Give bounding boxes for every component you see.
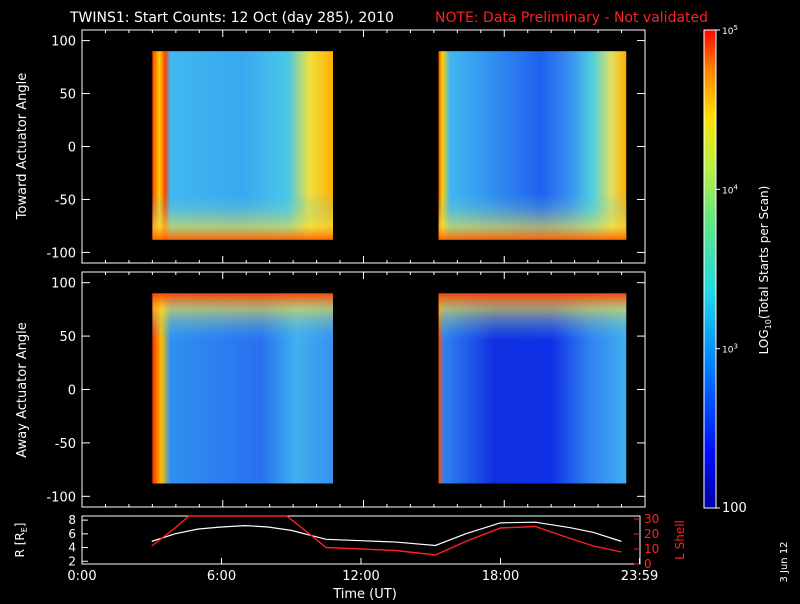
y-tick-label: -50 [55, 437, 76, 452]
orbit-right-tick-label: 10 [644, 542, 659, 556]
x-tick-label: 6:00 [207, 569, 236, 584]
lshell-series-line [151, 515, 622, 556]
orbit-left-tick-label: 6 [68, 527, 76, 541]
chart-title: TWINS1: Start Counts: 12 Oct (day 285), … [69, 10, 394, 26]
away-y-label: Away Actuator Angle [15, 322, 30, 457]
orbit-right-label: L Shell [673, 520, 687, 560]
orbit-left-label-sub: E [20, 527, 29, 532]
colorbar-tick-label: 105 [722, 24, 738, 37]
away-y-ticks: 100 50 0 -50 -100 [46, 272, 646, 507]
x-axis-label: Time (UT) [332, 587, 397, 600]
x-tick-label: 0:00 [67, 569, 96, 584]
y-tick-label: 100 [51, 35, 76, 50]
preliminary-note: NOTE: Data Preliminary - Not validated [435, 10, 708, 26]
y-tick-label: 50 [59, 330, 76, 345]
toward-y-ticks: 100 50 0 -50 -100 [46, 30, 646, 263]
colorbar-label-sub: 10 [764, 319, 773, 329]
orbit-x-ticks: 0:00 6:00 12:00 18:00 23:59 [67, 558, 658, 584]
colorbar-label: LOG10(Total Starts per Scan) [757, 186, 773, 355]
away-block-1-edge [152, 293, 334, 341]
orbit-left-tick-label: 8 [68, 513, 76, 527]
colorbar-tick-label: 103 [722, 343, 738, 356]
toward-block-1-edge [152, 192, 334, 240]
y-tick-label: -100 [46, 490, 76, 505]
orbit-panel-frame [81, 515, 641, 565]
radius-series-line [151, 521, 622, 547]
orbit-right-tick-label: 30 [644, 512, 659, 526]
y-tick-label: 50 [59, 88, 76, 103]
colorbar-tick-label: 100 [722, 501, 747, 516]
toward-block-2-edge [438, 192, 627, 240]
orbit-left-tick-label: 4 [68, 541, 76, 555]
y-tick-label: -100 [46, 246, 76, 261]
orbit-left-label: R [RE] [13, 523, 29, 558]
toward-panel: 100 50 0 -50 -100 Toward Actuator Angle [15, 29, 646, 264]
away-block-2-edge [438, 293, 627, 341]
x-tick-label: 23:59 [621, 569, 658, 584]
colorbar-ticks: 100 103 104 105 [716, 24, 747, 516]
y-tick-label: 100 [51, 277, 76, 292]
colorbar-tick-label: 104 [722, 183, 738, 196]
y-tick-label: 0 [68, 141, 76, 156]
orbit-left-tick-label: 2 [68, 554, 76, 568]
orbit-right-tick-label: 0 [644, 557, 652, 571]
y-tick-label: -50 [55, 193, 76, 208]
colorbar: 100 103 104 105 LOG10(Total Starts per Scan… [703, 24, 773, 516]
orbit-right-tick-label: 20 [644, 527, 659, 541]
colorbar-scale [703, 29, 717, 509]
y-tick-label: 0 [68, 384, 76, 399]
x-tick-label: 12:00 [342, 569, 379, 584]
away-panel: 100 50 0 -50 -100 Away Actuator Angle [15, 271, 646, 508]
toward-y-label: Toward Actuator Angle [15, 73, 30, 220]
date-stamp: 3 Jun 12 [779, 541, 790, 582]
x-tick-label: 18:00 [482, 569, 519, 584]
